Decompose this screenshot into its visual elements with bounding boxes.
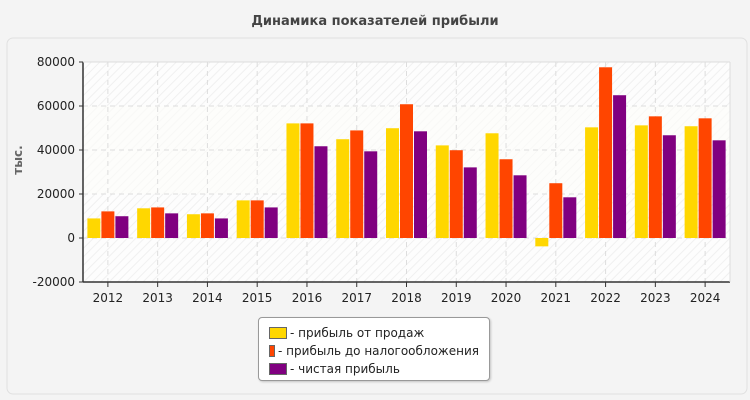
x-tick-label: 2020 — [491, 291, 522, 305]
bar — [648, 116, 662, 238]
legend-label: - прибыль до налогообложения — [278, 344, 479, 358]
legend-swatch — [269, 363, 287, 375]
x-tick-label: 2024 — [690, 291, 721, 305]
x-tick-label: 2019 — [441, 291, 472, 305]
bar — [386, 128, 399, 238]
bar — [712, 140, 726, 238]
bar — [214, 218, 228, 238]
bar — [336, 139, 350, 238]
x-tick-label: 2018 — [391, 291, 422, 305]
bar — [585, 127, 599, 238]
x-tick-label: 2022 — [590, 291, 621, 305]
bar — [137, 208, 151, 238]
bar — [165, 213, 179, 238]
x-tick-label: 2017 — [341, 291, 372, 305]
legend-swatch — [269, 327, 287, 339]
bar — [549, 183, 563, 238]
legend-label: - чистая прибыль — [290, 362, 400, 376]
bar — [200, 213, 214, 238]
y-tick-label: 60000 — [37, 99, 75, 113]
y-tick-label: -20000 — [32, 275, 75, 289]
bar — [513, 175, 527, 238]
bar — [151, 207, 165, 238]
y-tick-label: 20000 — [37, 187, 75, 201]
x-tick-label: 2014 — [192, 291, 223, 305]
x-tick-label: 2012 — [93, 291, 124, 305]
bar — [463, 167, 477, 238]
bar — [350, 130, 364, 238]
bar — [563, 197, 577, 238]
legend: - прибыль от продаж - прибыль до налогоо… — [258, 317, 490, 381]
x-tick-label: 2015 — [242, 291, 273, 305]
bar — [485, 133, 499, 238]
bar — [414, 131, 427, 238]
legend-item: - прибыль до налогообложения — [269, 342, 479, 360]
legend-label: - прибыль от продаж — [290, 326, 425, 340]
y-tick-label: 40000 — [37, 143, 75, 157]
legend-swatch — [269, 345, 276, 357]
x-tick-label: 2021 — [541, 291, 572, 305]
bar — [87, 218, 101, 238]
x-tick-label: 2023 — [640, 291, 671, 305]
bar — [499, 159, 513, 238]
bar — [314, 146, 328, 238]
bar — [264, 207, 278, 238]
bar — [115, 216, 129, 238]
bar — [613, 95, 627, 238]
bar — [449, 150, 463, 238]
bar — [599, 67, 613, 238]
bar — [186, 214, 200, 238]
x-tick-label: 2013 — [142, 291, 173, 305]
y-axis-label: тыс. — [11, 145, 25, 174]
bar — [250, 200, 264, 238]
legend-item: - чистая прибыль — [269, 360, 479, 378]
legend-item: - прибыль от продаж — [269, 324, 479, 342]
bar — [662, 135, 676, 238]
bar — [286, 123, 300, 238]
bar — [101, 211, 115, 238]
bar — [535, 238, 549, 247]
bar — [698, 118, 712, 238]
bar — [400, 104, 413, 239]
bar — [364, 151, 378, 238]
x-tick-label: 2016 — [292, 291, 323, 305]
bar — [300, 123, 314, 238]
bar — [634, 125, 648, 238]
bar — [236, 200, 250, 238]
y-tick-label: 80000 — [37, 55, 75, 69]
y-tick-label: 0 — [67, 231, 75, 245]
bar — [435, 145, 449, 238]
bar — [684, 126, 698, 238]
chart-title: Динамика показателей прибыли — [251, 14, 498, 29]
